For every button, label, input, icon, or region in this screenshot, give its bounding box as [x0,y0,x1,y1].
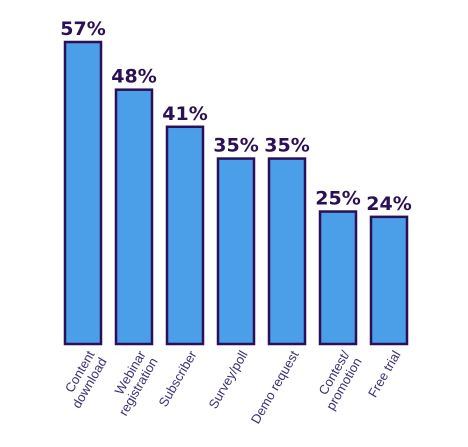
bar-1 [114,88,154,346]
category-label-5: Contest/promotion [311,348,365,413]
bar-6 [369,215,409,346]
value-labels-group: 57% 48% 41% 35% 35% 25% 24% [60,18,411,215]
value-label-1: 48% [111,66,156,88]
category-label-4: Demo request [248,348,302,427]
bar-5 [318,210,358,346]
bar-4 [267,157,307,346]
bar-3 [216,157,256,346]
value-label-5: 25% [315,188,360,210]
value-label-0: 57% [60,18,105,40]
category-labels-group: Contentdownload WebinarregistrationSubscr… [57,347,404,427]
value-label-4: 35% [264,135,309,157]
category-label-2-line-0: Subscriber [156,347,200,409]
value-label-6: 24% [366,193,411,215]
category-label-6-line-0: Free trial [365,348,404,400]
category-label-0: Contentdownload [57,348,110,411]
bars-group [63,40,409,346]
category-label-3-line-0: Survey/poll [205,348,250,411]
category-label-2: Subscriber [156,347,200,409]
value-label-2: 41% [162,103,207,125]
category-label-3: Survey/poll [205,348,250,411]
category-label-1: Webinarregistration [103,347,161,418]
bar-0 [63,40,103,346]
bar-2 [165,125,205,346]
category-label-6: Free trial [365,348,404,400]
category-label-4-line-0: Demo request [248,348,302,427]
value-label-3: 35% [213,135,258,157]
